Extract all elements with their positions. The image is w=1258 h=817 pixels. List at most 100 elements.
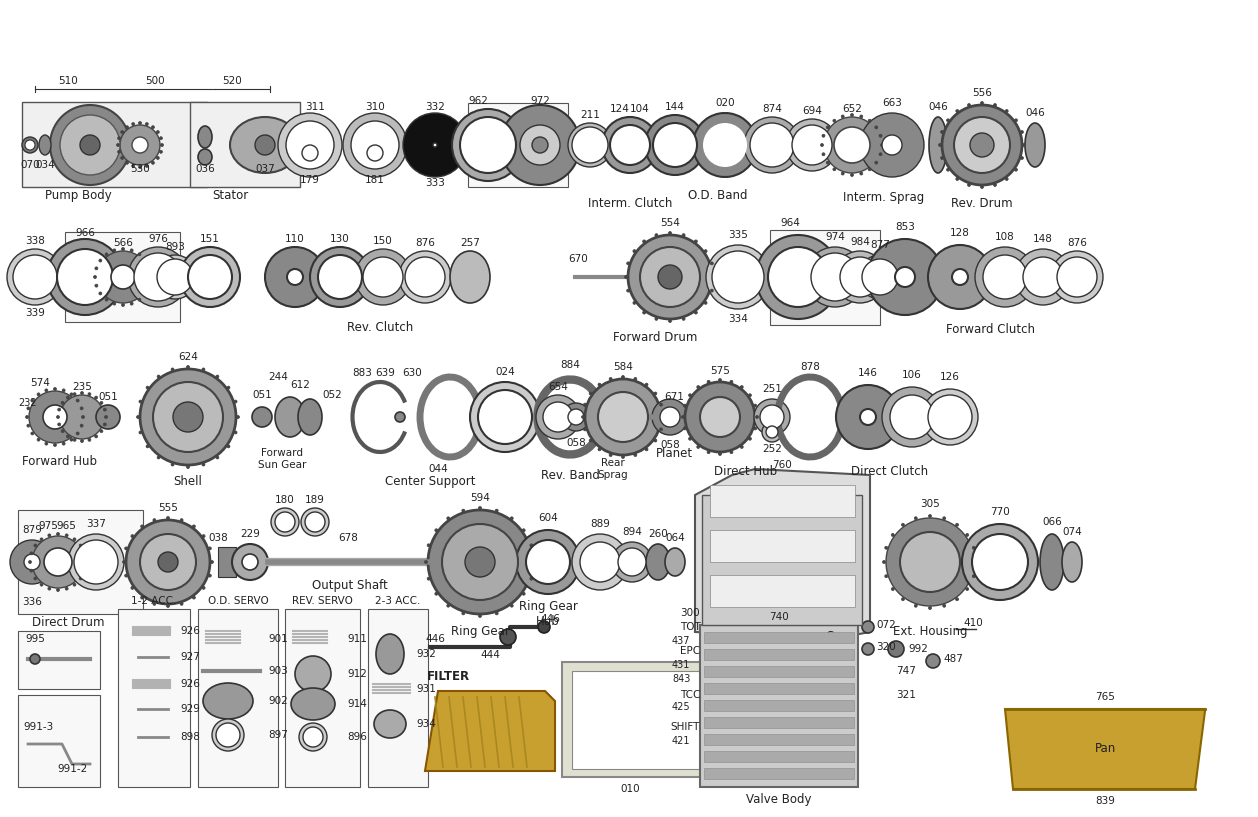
Circle shape (954, 117, 1010, 173)
Circle shape (522, 529, 525, 532)
Circle shape (84, 560, 88, 564)
Bar (770, 230, 881, 325)
Circle shape (156, 156, 160, 159)
Text: 566: 566 (113, 238, 133, 248)
Circle shape (364, 257, 403, 297)
Ellipse shape (231, 544, 268, 580)
Circle shape (686, 382, 755, 452)
Circle shape (70, 393, 73, 396)
Circle shape (862, 621, 874, 633)
Circle shape (569, 409, 584, 425)
Bar (562, 662, 710, 777)
Text: 510: 510 (58, 76, 78, 86)
Text: 874: 874 (762, 104, 782, 114)
Circle shape (153, 519, 156, 521)
Text: 251: 251 (762, 384, 782, 394)
Circle shape (138, 122, 141, 124)
Bar (572, 671, 699, 769)
Circle shape (654, 392, 657, 395)
Circle shape (303, 727, 323, 747)
Circle shape (131, 534, 133, 538)
Circle shape (530, 577, 533, 580)
Circle shape (598, 392, 648, 442)
Text: 151: 151 (200, 234, 220, 244)
Circle shape (94, 284, 98, 287)
Circle shape (704, 301, 707, 305)
Circle shape (57, 533, 59, 535)
Text: Interm. Sprag: Interm. Sprag (843, 190, 925, 203)
Text: Planet: Planet (655, 447, 693, 459)
Circle shape (435, 529, 438, 532)
Circle shape (938, 144, 941, 146)
Circle shape (364, 141, 387, 165)
Circle shape (126, 126, 128, 129)
Text: Rev. Clutch: Rev. Clutch (347, 320, 413, 333)
Circle shape (83, 551, 86, 555)
Circle shape (645, 448, 648, 451)
Circle shape (688, 394, 692, 397)
Text: 883: 883 (352, 368, 372, 378)
Circle shape (609, 377, 613, 381)
Text: 991-3: 991-3 (23, 722, 53, 732)
Text: 421: 421 (672, 736, 691, 746)
Circle shape (83, 569, 86, 572)
Circle shape (121, 156, 123, 159)
Circle shape (31, 432, 34, 435)
Circle shape (633, 250, 635, 252)
Circle shape (756, 235, 840, 319)
Text: 903: 903 (268, 666, 288, 676)
Circle shape (403, 113, 467, 177)
Circle shape (532, 137, 548, 153)
Circle shape (683, 404, 687, 407)
Circle shape (148, 267, 151, 270)
Text: 257: 257 (460, 238, 481, 248)
Text: 926: 926 (180, 679, 200, 689)
Text: Ext. Housing: Ext. Housing (893, 626, 967, 639)
Text: 124: 124 (610, 104, 630, 114)
Circle shape (470, 382, 540, 452)
Circle shape (805, 247, 866, 307)
Text: 110: 110 (286, 234, 304, 244)
Circle shape (166, 605, 170, 608)
Circle shape (643, 240, 645, 243)
Text: 066: 066 (1042, 517, 1062, 527)
Circle shape (750, 123, 794, 167)
Bar (65, 232, 180, 322)
Text: 211: 211 (580, 110, 600, 120)
Circle shape (94, 267, 98, 270)
Circle shape (77, 399, 79, 402)
Text: 189: 189 (304, 495, 325, 505)
Circle shape (572, 534, 628, 590)
Circle shape (862, 259, 898, 295)
Circle shape (122, 560, 126, 564)
Text: 058: 058 (566, 438, 586, 448)
Circle shape (151, 161, 155, 164)
Circle shape (621, 456, 624, 458)
Polygon shape (710, 530, 855, 562)
Circle shape (157, 456, 160, 459)
Text: 639: 639 (375, 368, 395, 378)
Text: 574: 574 (30, 378, 50, 388)
Circle shape (34, 577, 36, 580)
Circle shape (683, 427, 687, 430)
Circle shape (8, 249, 63, 305)
Circle shape (645, 383, 648, 386)
Text: 770: 770 (990, 507, 1010, 517)
Circle shape (881, 144, 883, 146)
Circle shape (81, 391, 83, 395)
Circle shape (203, 463, 205, 466)
Circle shape (703, 123, 747, 167)
Circle shape (814, 501, 827, 513)
Circle shape (153, 255, 198, 299)
Circle shape (704, 250, 707, 252)
Text: 244: 244 (268, 372, 288, 382)
Text: 070: 070 (20, 160, 40, 170)
Circle shape (159, 552, 177, 572)
Text: TOT: TOT (681, 622, 701, 632)
Circle shape (104, 298, 108, 301)
Text: Interm. Clutch: Interm. Clutch (587, 197, 672, 209)
Circle shape (79, 544, 82, 547)
Circle shape (48, 587, 50, 590)
Circle shape (57, 416, 59, 418)
Text: Shell: Shell (174, 475, 203, 488)
